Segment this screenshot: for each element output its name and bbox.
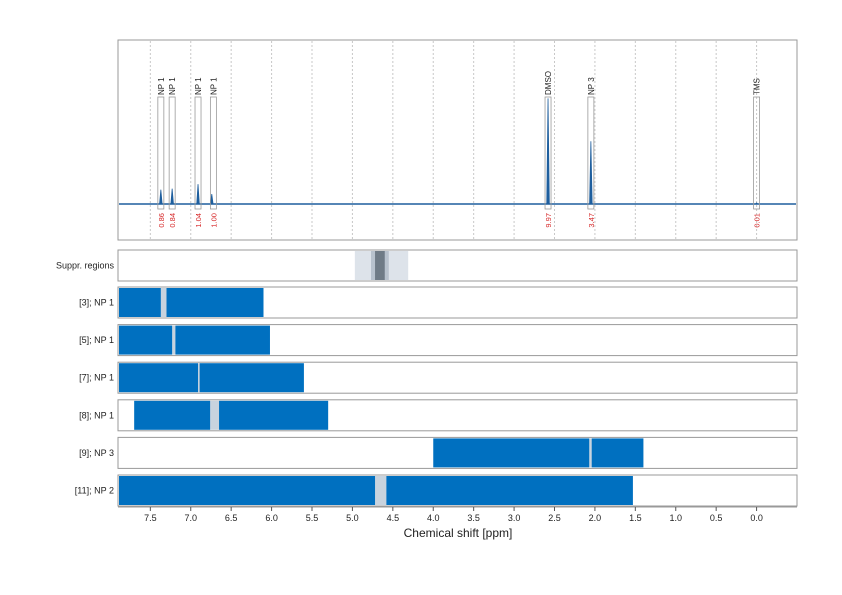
x-tick-label: 2.5 [548,513,561,523]
spectrum-peak [210,194,214,205]
track-bar [119,325,173,355]
track-bar [134,400,211,430]
track-bar [433,438,590,468]
x-tick-label: 3.0 [508,513,521,523]
peak-label: NP 1 [168,77,177,95]
peak-integral: 0.01 [753,213,762,228]
track-gap [589,438,592,468]
x-tick-label: 3.5 [467,513,480,523]
track-bar [175,325,270,355]
x-tick-label: 7.5 [144,513,157,523]
x-tick-label: 5.0 [346,513,359,523]
track-bar [199,363,304,393]
peak-integral: 1.00 [209,213,218,228]
spectrum-peak [589,141,593,205]
spectrum-peak [546,98,550,205]
track-bar [119,363,199,393]
x-tick-label: 6.0 [265,513,278,523]
peak-region-box [544,96,552,210]
peak-annotations: NP 1 0.86 NP 1 0.84 NP 1 1.04 NP 1 1.00 DMSO 9.97… [157,71,762,228]
suppression-track-label: Suppr. regions [56,261,115,271]
peak-integral: 3.47 [587,213,596,228]
track-gap [198,363,201,393]
peak-integral: 9.97 [544,213,553,228]
track-bar [119,476,376,505]
peak-label: NP 1 [194,77,203,95]
peak-region-box [587,96,595,210]
track-gap [172,325,176,355]
peak-label: DMSO [544,71,553,95]
spectrum-panel [117,39,798,241]
peak-integral: 0.86 [157,213,166,228]
spectrum-plot [119,98,796,205]
track-bar [219,400,329,430]
track-gap [210,400,220,430]
x-tick-label: 1.0 [669,513,682,523]
x-tick-label: 4.5 [387,513,400,523]
track-label: [3]; NP 1 [79,298,114,308]
track-label: [11]; NP 2 [75,486,114,496]
track-gap [375,476,387,505]
peak-region-box [157,96,165,210]
suppression-track-frame [117,249,798,282]
spectrum-peak [754,202,759,205]
track-bar [591,438,644,468]
suppression-track: Suppr. regions [56,249,798,282]
x-tick-label: 2.0 [589,513,602,523]
track-label: [7]; NP 1 [79,373,114,383]
x-tick-label: 0.0 [750,513,763,523]
peak-region-box [209,96,217,210]
x-tick-label: 7.0 [184,513,197,523]
track-label: [5]; NP 1 [79,335,114,345]
assignment-tracks: [3]; NP 1 [5]; NP 1 [7]; NP 1 [8]; NP 1 [9];… [75,286,798,507]
track-bar [166,288,264,317]
peak-integral: 0.84 [168,213,177,228]
peak-label: NP 3 [587,77,596,95]
track-bar [119,288,161,317]
grid-lines [149,41,758,239]
x-axis: 7.5 7.0 6.5 6.0 5.5 5.0 4.5 4.0 3.5 3.0 2.5 2.0 1.5 1… [118,506,797,523]
peak-region-box [194,96,202,210]
x-tick-label: 1.5 [629,513,642,523]
x-axis-label: Chemical shift [ppm] [404,526,513,540]
peak-region-box [753,96,760,210]
spectrum-peak [196,184,200,205]
x-tick-label: 0.5 [710,513,723,523]
track-bar [386,476,633,505]
track-gap [160,288,167,317]
x-tick-label: 6.5 [225,513,238,523]
track-label: [9]; NP 3 [79,448,114,458]
peak-label: NP 1 [157,77,166,95]
spectrum-peak [170,188,174,205]
x-tick-label: 4.0 [427,513,440,523]
track-label: [8]; NP 1 [79,410,114,420]
peak-label: NP 1 [209,77,218,95]
spectrum-peak [159,189,163,205]
suppression-region-inner [375,251,385,280]
peak-region-box [168,96,176,210]
x-tick-label: 5.5 [306,513,319,523]
peak-label: TMS [753,78,762,95]
peak-integral: 1.04 [194,213,203,228]
